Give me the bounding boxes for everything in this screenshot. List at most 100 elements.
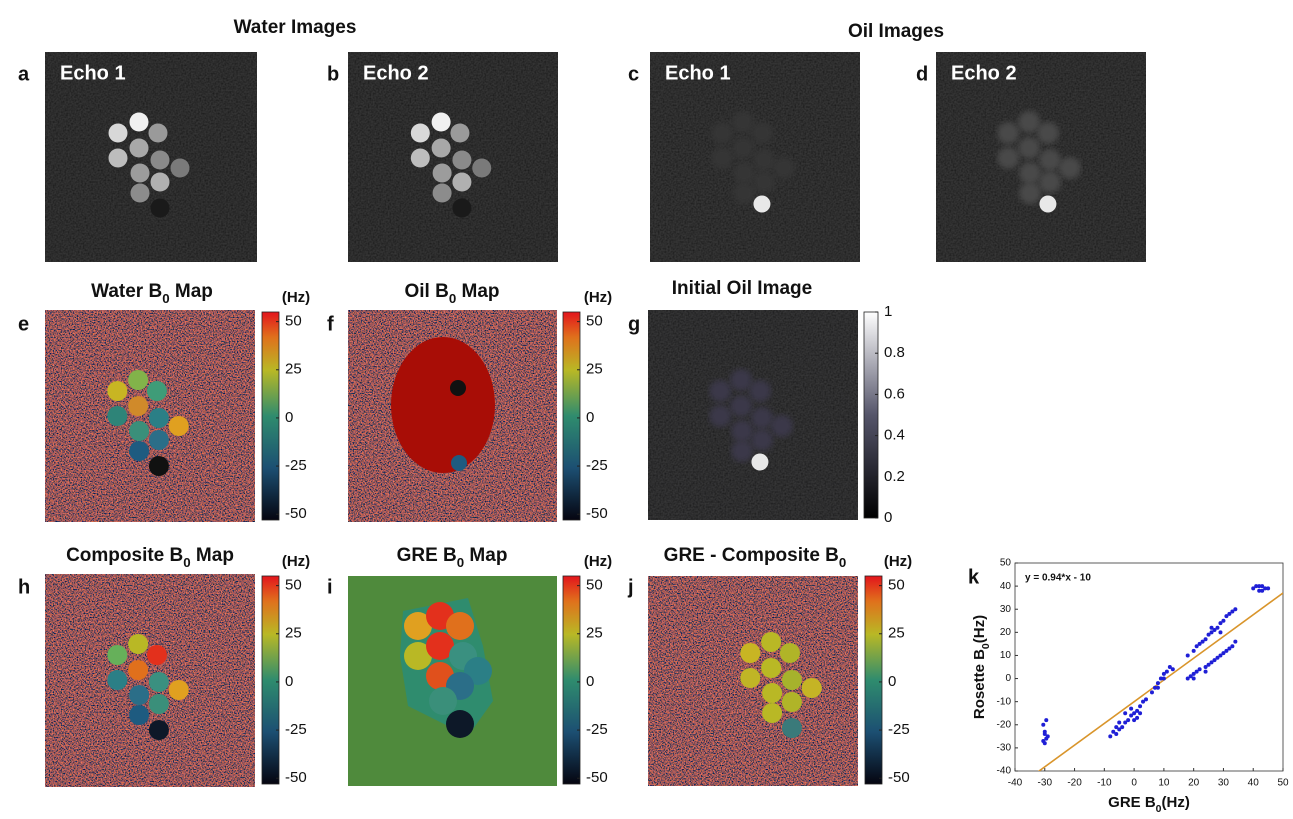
phantom-vial <box>151 173 170 192</box>
data-point <box>1192 649 1196 653</box>
header: Oil Images <box>848 21 944 42</box>
colorbar-tick-label: -50 <box>285 769 307 786</box>
panel-title-part: Composite B <box>66 545 183 566</box>
panel-letter: d <box>916 63 928 85</box>
phantom-vial <box>411 149 430 168</box>
data-point <box>1192 677 1196 681</box>
colorbar-tick-label: -25 <box>586 721 608 738</box>
x-tick-label: -30 <box>1038 778 1053 789</box>
phantom-vial <box>709 405 731 427</box>
phantom-vial <box>128 660 148 680</box>
x-tick-label: 50 <box>1277 778 1289 789</box>
colorbar-unit: (Hz) <box>282 289 310 306</box>
phantom-vial <box>1059 157 1081 179</box>
phantom-vial <box>751 122 773 144</box>
colorbar-tick-label: -25 <box>888 721 910 738</box>
data-point <box>1129 707 1133 711</box>
phantom-vial <box>131 164 150 183</box>
y-tick-label: -30 <box>997 743 1012 754</box>
phantom-vial <box>1018 137 1040 159</box>
phantom-vial <box>169 680 189 700</box>
phantom-vial <box>129 441 149 461</box>
colorbar-tick-label: 0 <box>888 673 896 690</box>
data-point <box>1162 677 1166 681</box>
colorbar-tick-label: -50 <box>888 769 910 786</box>
x-tick-label: 20 <box>1188 778 1200 789</box>
panel-title-part: Initial Oil Image <box>672 278 812 299</box>
phantom-vial <box>129 421 149 441</box>
colorbar-unit: (Hz) <box>282 553 310 570</box>
panel-letter: j <box>627 576 634 598</box>
colorbar <box>563 312 580 520</box>
phantom-vial <box>107 406 127 426</box>
panel-title: Oil B0 Map <box>404 281 499 306</box>
colorbar-tick-label: -50 <box>586 769 608 786</box>
colorbar-tick-label: 0 <box>586 409 594 426</box>
colorbar-tick-label: 0.4 <box>884 427 905 444</box>
panel-title-part: 0 <box>183 555 190 570</box>
phantom-vial <box>446 612 474 640</box>
colorbar-tick-label: 50 <box>586 313 603 330</box>
panel-title-part: Map <box>170 281 213 302</box>
phantom-vial <box>753 171 775 193</box>
phantom-vial <box>1039 149 1061 171</box>
phantom-vial <box>732 137 754 159</box>
phantom-vial <box>149 672 169 692</box>
phantom-vial <box>709 380 731 402</box>
colorbar-tick-label: 25 <box>285 625 302 642</box>
data-point <box>1221 619 1225 623</box>
data-point <box>1156 681 1160 685</box>
panel-letter: a <box>18 63 30 85</box>
phantom-vial <box>761 632 781 652</box>
data-point <box>1123 711 1127 715</box>
phantom-vial <box>151 151 170 170</box>
phantom-vial <box>131 184 150 203</box>
colorbar-tick-label: 25 <box>586 361 603 378</box>
panel-title-part: 0 <box>162 291 169 306</box>
phantom-vial <box>149 456 169 476</box>
panel-title-part: GRE B <box>397 545 457 566</box>
colorbar-tick-label: 25 <box>888 625 905 642</box>
colorbar-tick-label: 0.6 <box>884 385 905 402</box>
phantom-vial <box>711 147 733 169</box>
phantom-vial <box>432 113 451 132</box>
data-point <box>1138 704 1142 708</box>
data-point <box>1144 697 1148 701</box>
y-tick-label: -10 <box>997 696 1012 707</box>
x-tick-label: -40 <box>1008 778 1023 789</box>
phantom-vial <box>730 395 752 417</box>
panel-title-part: 0 <box>457 555 464 570</box>
phantom-vial <box>771 415 793 437</box>
phantom-vial <box>1037 122 1059 144</box>
panel-letter: b <box>327 63 339 85</box>
panel-title-part: Map <box>456 281 499 302</box>
oil-vial <box>751 454 768 471</box>
y-axis-label-part: (Hz) <box>971 615 988 643</box>
annotation: y = 0.94*x - 10 <box>1025 573 1091 584</box>
colorbar-tick-label: -50 <box>285 505 307 522</box>
phantom-vial <box>109 124 128 143</box>
phantom-vial <box>802 678 822 698</box>
image-label: Echo 2 <box>951 62 1017 84</box>
phantom-vial <box>446 710 474 738</box>
colorbar-tick-label: 50 <box>888 577 905 594</box>
phantom-vial <box>762 703 782 723</box>
phantom-vial <box>151 199 170 218</box>
x-tick-label: -10 <box>1097 778 1112 789</box>
colorbar-unit: (Hz) <box>584 553 612 570</box>
phantom-vial <box>762 683 782 703</box>
phantom-vial <box>432 139 451 158</box>
figure: Water Images Oil Images aEcho 1bEcho 2cE… <box>0 0 1293 819</box>
phantom-vial <box>452 151 471 170</box>
data-point <box>1165 670 1169 674</box>
phantom-vial <box>149 694 169 714</box>
colorbar-tick-label: 50 <box>586 577 603 594</box>
phantom-vial <box>109 149 128 168</box>
phantom-vial <box>149 720 169 740</box>
data-point <box>1126 718 1130 722</box>
colorbar-tick-label: 0.8 <box>884 344 905 361</box>
y-tick-label: 0 <box>1005 673 1011 684</box>
phantom-vial <box>149 430 169 450</box>
data-point <box>1201 640 1205 644</box>
phantom-vial <box>749 380 771 402</box>
